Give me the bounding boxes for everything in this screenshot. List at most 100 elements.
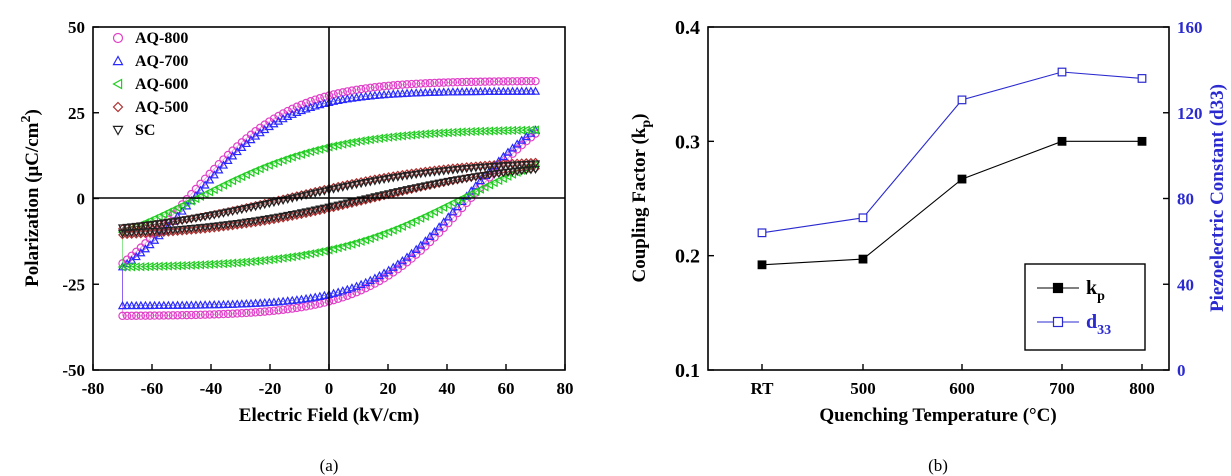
data-point [159,227,169,236]
data-point [498,125,507,136]
data-point [251,308,260,317]
data-point [278,113,288,123]
data-point [237,299,247,308]
y-tick-label-a: -50 [62,361,85,380]
data-point [255,164,264,174]
data-point [489,86,499,95]
data-point [259,162,269,172]
data-point [416,183,426,192]
data-point [420,211,429,221]
data-point [443,212,453,221]
data-point [260,307,269,316]
x-tick-label-b: 700 [1049,379,1075,398]
data-point [319,204,330,213]
x-axis-label-b: Quenching Temperature (°C) [819,405,1056,426]
data-point [457,175,467,184]
data-point [384,190,394,199]
data-point [1137,74,1147,83]
data-point [429,87,440,96]
data-point [127,255,137,264]
data-point [471,126,480,137]
data-point [140,221,151,231]
data-point [145,228,155,237]
data-point [530,125,539,135]
data-point [508,149,517,158]
data-point [150,227,160,237]
data-point [411,244,421,253]
data-point [379,89,389,99]
data-point [489,162,499,172]
legend-label: SC [135,122,155,139]
data-point [402,130,411,141]
data-point [154,261,163,271]
x-tick-label-a: -60 [141,379,164,398]
data-point [957,95,967,105]
legend-label: AQ-800 [135,30,188,47]
legend-item-a: AQ-500 [112,99,188,116]
data-point [186,300,196,309]
data-point [425,209,434,219]
right-y-tick-label-b: 120 [1177,104,1203,123]
legend-marker [1052,282,1064,294]
data-point [370,134,379,144]
x-axis-label-a: Electric Field (kV/cm) [239,405,419,426]
data-point [420,87,430,97]
data-point [122,262,131,272]
data-point [374,192,385,201]
y-tick-label-a: -25 [62,275,85,294]
data-point [402,219,411,230]
data-point [246,167,255,178]
data-point [503,125,512,136]
data-point [453,77,462,87]
data-point [177,300,187,309]
data-point [489,170,499,179]
data-point [443,87,453,96]
data-point [452,176,463,185]
x-tick-label-a: 40 [439,379,456,398]
data-point [507,168,518,177]
data-point [365,134,374,145]
data-point [484,86,495,96]
data-point [347,137,356,148]
data-point [425,78,435,88]
data-point [228,151,238,160]
data-point [173,311,182,320]
data-point [306,301,315,310]
data-point [375,82,384,91]
data-point [512,167,522,176]
data-point [187,310,196,320]
data-point [420,236,430,245]
x-tick-label-a: -20 [259,379,282,398]
x-tick-label-a: 20 [380,379,397,398]
data-point [186,225,196,234]
data-point [136,248,146,257]
data-point [384,89,394,98]
data-point [223,299,233,308]
data-point [301,148,310,158]
data-point [269,306,279,315]
data-point [480,171,490,181]
data-point [210,310,219,319]
data-point [237,142,247,151]
data-point [218,160,229,169]
data-point [214,165,224,174]
data-point [475,172,486,181]
data-point [347,93,357,102]
data-point [530,160,541,169]
data-point [439,178,449,188]
data-point [260,124,270,134]
data-point [288,104,297,114]
data-point [149,213,159,224]
data-point [214,299,224,309]
data-point [406,185,417,194]
data-point [351,92,362,102]
data-point [297,303,306,312]
data-point [264,215,274,224]
y-tick-label-a: 25 [68,104,85,123]
data-point [484,180,494,190]
data-point [485,77,494,86]
data-point [420,182,430,191]
data-point [434,128,443,138]
data-point [507,125,517,135]
data-point [260,215,270,225]
